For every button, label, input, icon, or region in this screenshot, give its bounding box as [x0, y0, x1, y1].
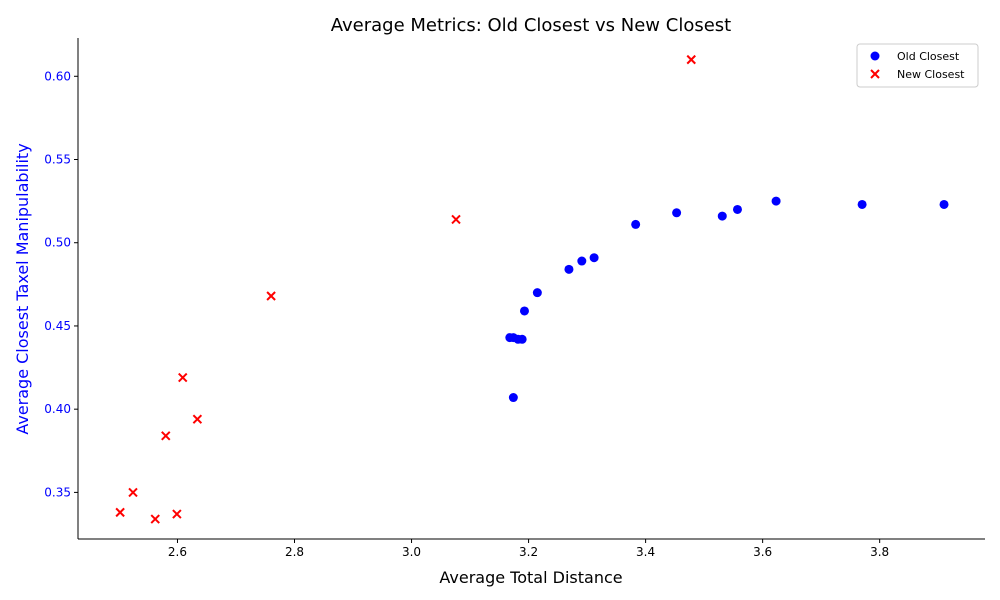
- data-point: [577, 256, 587, 266]
- data-point: [161, 431, 171, 441]
- x-tick-label: 3.8: [870, 545, 889, 559]
- y-tick-label: 0.60: [44, 69, 71, 83]
- series-1: [505, 196, 949, 403]
- y-tick-label: 0.35: [44, 485, 71, 499]
- x-tick-label: 3.2: [519, 545, 538, 559]
- data-point: [631, 219, 641, 229]
- axes: 2.6 2.8 3.0 3.2 3.4 3.6 3.8 0.35 0.40 0.45 0.50 0.5…: [44, 38, 985, 559]
- x-tick-label: 2.6: [168, 545, 187, 559]
- data-point: [717, 211, 727, 221]
- data-point: [517, 334, 527, 344]
- data-point: [451, 214, 461, 225]
- data-point: [128, 487, 138, 498]
- legend-marker: [870, 51, 880, 61]
- legend-box: [856, 43, 979, 88]
- y-axis-label: Average Closest Taxel Manipulability: [13, 143, 32, 434]
- series-2: [115, 54, 696, 524]
- x-tick-label: 3.0: [402, 545, 421, 559]
- data-point: [672, 208, 682, 218]
- data-point: [589, 253, 599, 263]
- y-tick-label: 0.55: [44, 153, 71, 167]
- data-point: [178, 372, 188, 383]
- legend-entry-label: Old Closest: [897, 50, 960, 63]
- data-point: [150, 514, 160, 524]
- data-point: [519, 306, 529, 316]
- x-tick-label: 2.8: [285, 545, 304, 559]
- data-point: [564, 264, 574, 274]
- chart-title: Average Metrics: Old Closest vs New Clos…: [331, 15, 731, 36]
- data-point: [266, 291, 276, 301]
- data-point: [508, 393, 518, 403]
- data-point: [771, 196, 781, 206]
- data-point: [732, 204, 742, 214]
- x-tick-label: 3.6: [753, 545, 772, 559]
- legend-marker: [870, 69, 880, 79]
- plot-area: [115, 54, 949, 524]
- y-tick-label: 0.40: [44, 402, 71, 416]
- legend: Old Closest New Closest: [856, 43, 979, 88]
- data-point: [532, 288, 542, 298]
- data-point: [939, 199, 949, 209]
- data-point: [172, 509, 182, 519]
- data-point: [857, 199, 867, 209]
- data-point: [686, 54, 696, 65]
- y-tick-label: 0.45: [44, 319, 71, 333]
- x-tick-label: 3.4: [636, 545, 655, 559]
- legend-entry-label: New Closest: [897, 68, 965, 81]
- data-point: [115, 507, 125, 518]
- y-tick-label: 0.50: [44, 236, 71, 250]
- x-axis-label: Average Total Distance: [439, 568, 622, 587]
- data-point: [192, 414, 203, 424]
